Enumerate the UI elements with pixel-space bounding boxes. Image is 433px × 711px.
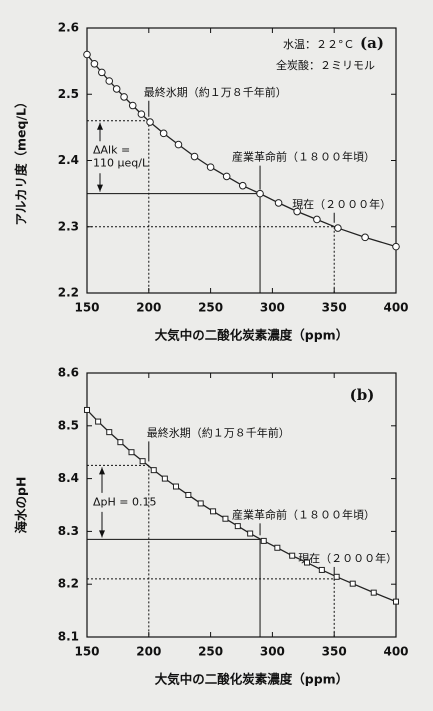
data-point [289,552,296,559]
data-point [172,483,179,490]
reference-label: 産業革命前（１８００年頃） [232,150,375,164]
data-point [150,467,157,474]
data-point [234,523,241,530]
data-point [95,418,102,425]
panel-label: (a) [360,34,384,52]
data-point [159,129,168,138]
x-tick-label: 250 [198,645,223,659]
y-axis-label: 海水のpH [14,477,29,534]
data-point [247,530,254,537]
delta-label: ΔAlk = [93,144,130,157]
reference-label: 最終氷期（約１万８千年前） [144,85,287,99]
x-tick-label: 400 [383,645,408,659]
data-point [106,429,113,436]
note: 全炭酸：２ミリモル [276,58,375,72]
data-point [392,242,400,251]
data-point [190,152,199,161]
x-axis-label: 大気中の二酸化炭素濃度（ppm） [155,672,348,687]
x-tick-label: 400 [383,301,408,315]
x-tick-label: 150 [74,301,99,315]
y-tick-label: 8.5 [58,418,79,432]
data-point [334,224,342,232]
y-tick-label: 8.2 [58,577,79,591]
data-point [128,101,137,110]
data-point [139,458,146,465]
data-point [393,598,399,605]
data-point [105,77,114,85]
y-tick-label: 2.5 [58,87,79,101]
x-tick-label: 150 [74,645,99,659]
data-point [238,181,247,190]
data-point [370,589,377,596]
reference-label: 現在（２０００年） [292,197,391,211]
y-tick-label: 8.3 [58,524,79,538]
data-point [293,207,301,216]
y-tick-label: 2.4 [58,153,79,167]
note: 水温：２２°Ｃ [283,38,355,51]
data-point [260,537,267,544]
data-point [83,50,91,59]
y-tick-label: 8.1 [58,630,79,644]
data-point [313,215,321,224]
data-point [128,449,135,456]
data-point [222,172,231,181]
data-point [349,580,356,587]
delta-label: ΔpH = 0.15 [93,495,156,508]
reference-label: 産業革命前（１８００年頃） [232,507,375,521]
y-tick-label: 2.2 [58,286,79,300]
data-point [274,544,281,551]
panel-label: (b) [350,386,375,404]
data-point [318,566,325,573]
delta-arrowhead [97,184,103,192]
data-point [174,140,183,149]
data-point [361,233,369,242]
data-point [304,559,311,566]
data-point [137,110,146,118]
x-tick-label: 200 [136,645,161,659]
data-point [84,406,90,413]
reference-label: 現在（２０００年） [298,551,397,565]
x-axis-label: 大気中の二酸化炭素濃度（ppm） [155,328,348,343]
delta-arrowhead [97,122,103,130]
data-point [185,491,192,498]
data-point [206,163,215,171]
delta-arrowhead [99,530,105,538]
data-point [146,118,154,126]
y-tick-label: 8.4 [58,471,79,485]
data-point [117,439,124,446]
data-point [161,475,168,482]
reference-label: 最終氷期（約１万８千年前） [147,425,290,439]
delta-arrowhead [99,467,105,475]
x-tick-label: 300 [260,645,285,659]
data-point [112,85,121,93]
x-tick-label: 300 [260,301,285,315]
data-point [274,199,283,207]
data-point [333,573,340,580]
x-tick-label: 350 [322,645,347,659]
data-point [197,500,204,507]
x-tick-label: 200 [136,301,161,315]
data-point [98,68,106,77]
y-tick-label: 8.6 [58,366,79,380]
data-point [256,189,264,198]
data-line [86,54,397,248]
data-point [222,515,229,522]
y-tick-label: 2.6 [58,21,79,35]
delta-label: 110 μeq/L [93,157,149,170]
data-point [90,59,99,68]
plot-frame [86,372,397,638]
data-point [120,93,128,101]
x-tick-label: 350 [322,301,347,315]
y-tick-label: 2.3 [58,219,79,233]
x-tick-label: 250 [198,301,223,315]
y-axis-label: アルカリ度（meq/L） [14,96,29,226]
data-point [210,508,217,515]
